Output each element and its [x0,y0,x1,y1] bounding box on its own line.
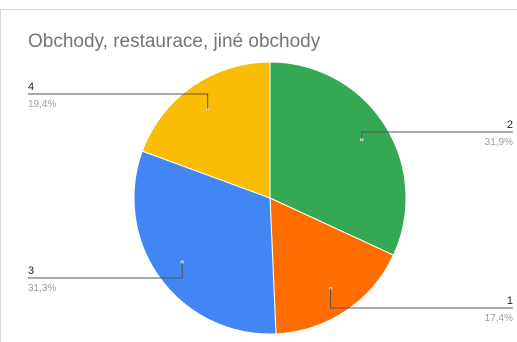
chart-title: Obchody, restaurace, jiné obchody [28,31,321,52]
slice-label-3: 3 [28,265,34,277]
leader-line-2 [361,131,513,140]
pie-annotations: 2 31,9% 1 17,4% 3 31,3% 4 19,4% [28,81,513,324]
leader-line-1 [330,288,513,309]
slice-percent-3: 31,3% [28,283,56,294]
leader-line-4 [28,93,209,109]
slice-percent-2: 31,9% [485,137,513,148]
slice-label-2: 2 [507,119,513,131]
pie-slice-2 [269,61,407,256]
slice-percent-4: 19,4% [28,99,56,110]
pie-slice-1 [269,197,395,335]
leader-line-3 [28,262,183,279]
slice-label-1: 1 [507,295,513,307]
slice-label-4: 4 [28,81,34,93]
card-top-border [0,9,517,10]
pie-slice-4 [141,61,271,199]
card-left-border [0,9,1,342]
pie-slices [133,61,407,335]
slice-percent-1: 17,4% [485,313,513,324]
